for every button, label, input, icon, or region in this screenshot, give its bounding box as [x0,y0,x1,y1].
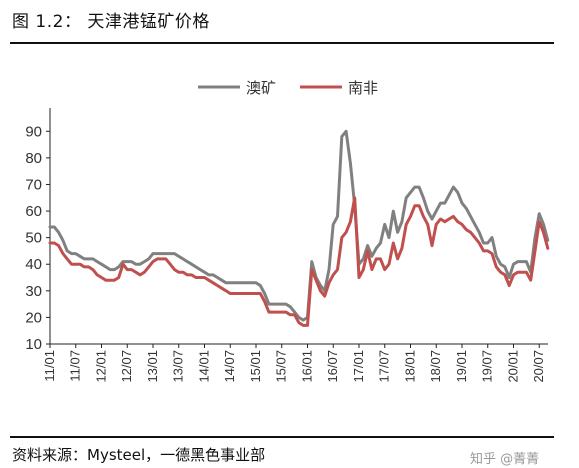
y-tick-label: 50 [25,230,42,247]
x-tick-label: 18/01 [402,350,417,383]
x-tick-label: 18/07 [428,350,443,383]
y-tick-label: 70 [25,176,42,193]
x-tick-label: 11/01 [42,350,57,382]
x-tick-label: 14/01 [196,350,211,383]
series-line-2 [48,196,550,327]
y-tick-label: 40 [25,256,42,273]
x-tick-label: 16/07 [325,350,340,383]
x-tick-label: 11/07 [68,350,83,382]
x-tick-label: 16/01 [299,350,314,383]
x-tick-label: 20/01 [505,350,520,383]
x-tick-label: 20/07 [531,350,546,383]
x-tick-label: 13/01 [145,350,160,383]
figure-title: 图 1.2： 天津港锰矿价格 [12,12,210,32]
y-tick-label: 10 [25,336,42,353]
line-chart: 10 20 30 40 50 60 70 80 90 11/01 11/07 12/01 12/07 13… [25,79,550,383]
legend-label-1: 澳矿 [246,79,276,97]
y-tick-label: 60 [25,203,42,220]
series-line-1 [48,129,550,322]
y-tick-label: 30 [25,283,42,300]
x-tick-label: 15/01 [248,350,263,383]
source-rule [10,436,554,438]
watermark: 知乎 @菁菁 [470,452,540,467]
y-tick-label: 90 [25,123,42,140]
y-tick-label: 80 [25,150,42,167]
legend-label-2: 南非 [348,79,378,97]
y-tick-label: 20 [25,309,42,326]
x-tick-label: 14/07 [222,350,237,383]
x-tick-label: 15/07 [274,350,289,383]
x-tick-label: 17/07 [377,350,392,383]
x-tick-label: 13/07 [171,350,186,383]
x-tick-label: 19/01 [454,350,469,383]
x-tick-label: 17/01 [351,350,366,383]
source-note: 资料来源：Mysteel，一德黑色事业部 [12,446,266,464]
x-tick-label: 19/07 [480,350,495,383]
x-tick-label: 12/01 [93,350,108,383]
title-rule [10,42,554,44]
x-tick-label: 12/07 [119,350,134,383]
